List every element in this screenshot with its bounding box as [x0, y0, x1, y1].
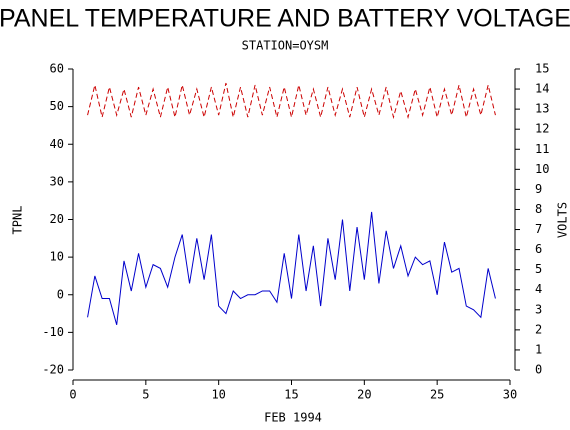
- y-tick-label: 50: [50, 99, 64, 113]
- y2-tick-label: 1: [535, 342, 542, 356]
- y2-tick-label: 5: [535, 262, 542, 276]
- y2-tick-label: 0: [535, 363, 542, 377]
- y2-tick-label: 11: [535, 142, 549, 156]
- y-tick-label: 60: [50, 62, 64, 76]
- y-tick-label: 30: [50, 174, 64, 188]
- x-tick-label: 15: [284, 388, 298, 402]
- y2-tick-label: 15: [535, 62, 549, 76]
- y2-tick-label: 9: [535, 182, 542, 196]
- y2-tick-label: 4: [535, 282, 542, 296]
- y2-tick-label: 10: [535, 162, 549, 176]
- y2-tick-label: 7: [535, 222, 542, 236]
- y-axis-label: TPNL: [11, 206, 25, 235]
- y-tick-label: 20: [50, 212, 64, 226]
- x-axis-label: FEB 1994: [264, 411, 322, 425]
- x-tick-label: 10: [211, 388, 225, 402]
- y2-tick-label: 13: [535, 102, 549, 116]
- y2-tick-label: 8: [535, 202, 542, 216]
- series-line: [87, 82, 496, 120]
- x-tick-label: 25: [430, 388, 444, 402]
- series-line: [87, 211, 496, 325]
- y-tick-label: 40: [50, 137, 64, 151]
- y2-tick-label: 14: [535, 82, 549, 96]
- chart-title: PANEL TEMPERATURE AND BATTERY VOLTAGE: [0, 5, 570, 33]
- y-tick-label: 10: [50, 250, 64, 264]
- y-tick-label: 0: [57, 287, 64, 301]
- y-tick-label: -20: [42, 363, 64, 377]
- y2-tick-label: 3: [535, 302, 542, 316]
- x-tick-label: 20: [357, 388, 371, 402]
- y2-tick-label: 12: [535, 122, 549, 136]
- chart-subtitle: STATION=OYSM: [242, 39, 329, 53]
- y-tick-label: -10: [42, 325, 64, 339]
- x-tick-label: 30: [503, 388, 517, 402]
- y2-axis-label: VOLTS: [556, 202, 570, 238]
- y2-tick-label: 2: [535, 322, 542, 336]
- x-tick-label: 5: [142, 388, 149, 402]
- y2-tick-label: 6: [535, 242, 542, 256]
- x-tick-label: 0: [69, 388, 76, 402]
